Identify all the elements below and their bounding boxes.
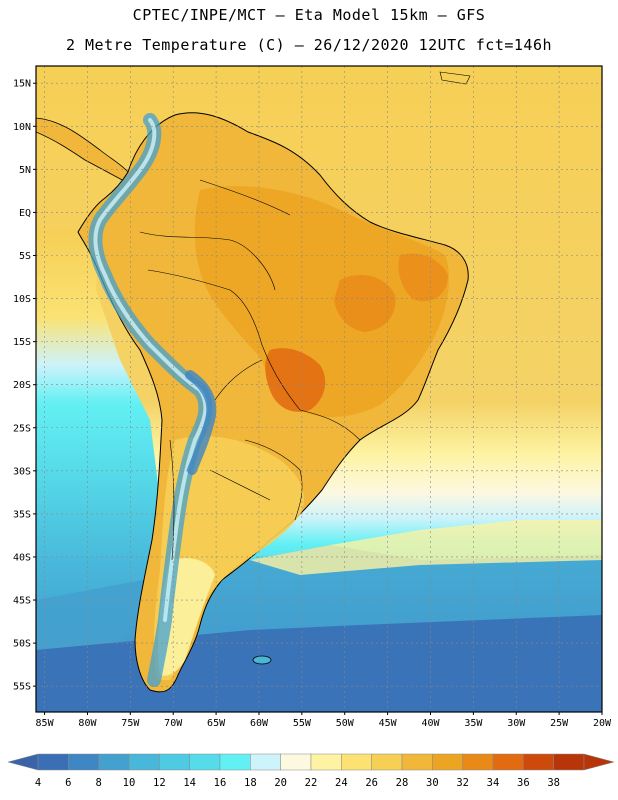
colorbar-swatch (341, 753, 372, 771)
colorbar-level-label: 30 (426, 777, 439, 789)
colorbar-swatch (68, 753, 99, 771)
lon-tick-label: 75W (121, 718, 140, 729)
caribbean-islands (439, 71, 471, 85)
lat-tick-label: 10N (13, 122, 31, 133)
lon-tick-label: 60W (250, 718, 269, 729)
lon-tick-label: 35W (464, 718, 483, 729)
axis-ticks: 15N 10N 5N EQ 5S 10S 15S 20S 25S 30S 35S 40S 45S 50S 5… (13, 79, 612, 729)
colorbar-level-label: 36 (517, 777, 530, 789)
colorbar-swatch (280, 753, 312, 771)
lon-tick-label: 70W (164, 718, 183, 729)
lon-tick-label: 40W (421, 718, 440, 729)
colorbar-level-label: 28 (396, 777, 409, 789)
chart-subtitle: 2 Metre Temperature (C) – 26/12/2020 12U… (65, 36, 553, 54)
colorbar-swatch (432, 753, 463, 771)
colorbar-high-arrow (583, 753, 615, 771)
map-frame (35, 65, 603, 713)
hot-spot-pantanal (265, 348, 326, 412)
colorbar: 4 6 8 10 12 14 16 18 20 22 24 26 28 30 32 34 36 38 (7, 753, 615, 789)
lon-tick-label: 55W (293, 718, 312, 729)
lat-tick-label: 15N (13, 79, 31, 90)
colorbar-level-label: 32 (456, 777, 469, 789)
colorbar-swatch (523, 753, 554, 771)
lat-tick-label: 10S (13, 294, 31, 305)
lat-tick-label: 50S (13, 639, 31, 650)
lon-tick-label: 80W (78, 718, 97, 729)
lat-tick-label: 35S (13, 509, 31, 520)
lon-tick-label: 30W (507, 718, 526, 729)
lon-tick-label: 45W (379, 718, 398, 729)
colorbar-level-label: 20 (274, 777, 287, 789)
colorbar-level-label: 6 (65, 777, 71, 789)
colorbar-swatch (371, 753, 403, 771)
colorbar-swatch (189, 753, 221, 771)
colorbar-swatch (159, 753, 190, 771)
colorbar-level-label: 8 (96, 777, 102, 789)
lon-tick-label: 25W (550, 718, 569, 729)
colorbar-swatch (401, 753, 433, 771)
colorbar-swatch (98, 753, 130, 771)
lon-tick-label: 50W (336, 718, 355, 729)
lat-tick-label: 40S (13, 552, 31, 563)
warm-interior (194, 186, 450, 417)
colorbar-swatch (310, 753, 342, 771)
warm-atlantic-band (250, 520, 602, 575)
lon-tick-label: 20W (593, 718, 612, 729)
colorbar-level-label: 12 (153, 777, 166, 789)
colorbar-level-label: 26 (365, 777, 378, 789)
lat-tick-label: 55S (13, 682, 31, 693)
colorbar-swatch (492, 753, 524, 771)
colorbar-level-label: 22 (305, 777, 318, 789)
colorbar-level-label: 24 (335, 777, 348, 789)
colorbar-swatch (219, 753, 251, 771)
lat-tick-label: EQ (19, 208, 31, 219)
colorbar-level-label: 38 (547, 777, 560, 789)
colorbar-low-arrow (7, 753, 39, 771)
lat-tick-label: 15S (13, 337, 31, 348)
colorbar-swatch (250, 753, 281, 771)
hot-spot-central-brazil (334, 275, 396, 332)
graticule (36, 66, 602, 712)
colorbar-level-label: 18 (244, 777, 257, 789)
lat-tick-label: 20S (13, 380, 31, 391)
lat-tick-label: 45S (13, 596, 31, 607)
falkland-islands (252, 655, 272, 665)
colorbar-level-label: 14 (183, 777, 196, 789)
temperature-map: 15N 10N 5N EQ 5S 10S 15S 20S 25S 30S 35S 40S 45S 50S 5… (13, 65, 612, 729)
altiplano-cold (185, 370, 217, 475)
lat-tick-label: 5N (19, 165, 31, 176)
lon-tick-label: 85W (36, 718, 55, 729)
colorbar-swatch (553, 753, 585, 771)
colorbar-swatch (128, 753, 160, 771)
chart-title: CPTEC/INPE/MCT – Eta Model 15km – GFS (132, 6, 486, 24)
hot-spot-northeast (398, 253, 448, 302)
colorbar-level-label: 4 (35, 777, 41, 789)
colorbar-swatch (462, 753, 494, 771)
map-field (36, 66, 602, 712)
lat-tick-label: 30S (13, 466, 31, 477)
colorbar-level-label: 10 (123, 777, 136, 789)
colorbar-swatch (37, 753, 69, 771)
colorbar-level-label: 34 (487, 777, 500, 789)
lat-tick-label: 5S (19, 251, 31, 262)
andes-ridge (93, 118, 208, 622)
colorbar-level-label: 16 (214, 777, 227, 789)
lon-tick-label: 65W (207, 718, 226, 729)
country-borders (139, 179, 361, 561)
lat-tick-label: 25S (13, 423, 31, 434)
